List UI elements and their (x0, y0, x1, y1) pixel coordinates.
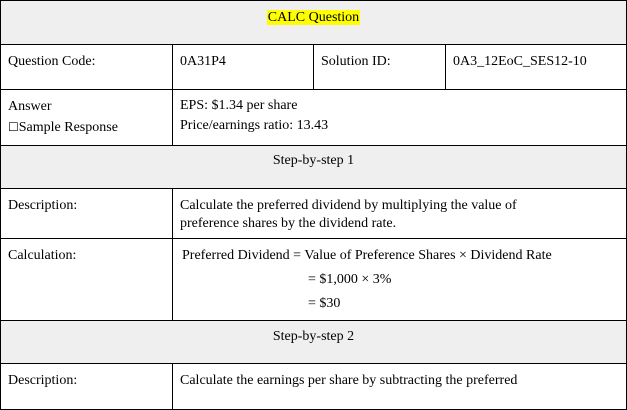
solution-id-value: 0A3_12EoC_SES12-10 (453, 54, 587, 69)
step2-description-label: Description: (8, 373, 78, 388)
sample-response-option[interactable]: ☐Sample Response (8, 118, 118, 137)
sample-response-label: Sample Response (18, 120, 118, 135)
step1-row (0, 145, 627, 188)
calc-line-3: = $30 (308, 296, 341, 311)
page-title-wrap: CALC Question (0, 9, 627, 27)
calc-line-2: = $1,000 × 3% (308, 272, 392, 287)
step1-calculation-label: Calculation: (8, 248, 77, 263)
question-code-label: Question Code: (8, 54, 96, 69)
checkbox-icon[interactable]: ☐ (8, 120, 19, 134)
step1-description-line1: Calculate the preferred dividend by mult… (180, 198, 517, 213)
calc-line-1: Preferred Dividend = Value of Preference… (182, 248, 552, 263)
answer-eps: EPS: $1.34 per share (180, 98, 298, 113)
page-title: CALC Question (266, 10, 361, 25)
answer-label: Answer (8, 99, 52, 114)
step1-description-label: Description: (8, 198, 78, 213)
solution-id-label: Solution ID: (321, 54, 391, 69)
answer-pe-ratio: Price/earnings ratio: 13.43 (180, 118, 329, 133)
step2-row (0, 320, 627, 363)
step1-title: Step-by-step 1 (272, 153, 355, 168)
step2-description-line1: Calculate the earnings per share by subt… (180, 373, 518, 388)
step2-title: Step-by-step 2 (272, 329, 355, 344)
step1-description-line2: preference shares by the dividend rate. (180, 216, 397, 231)
question-code-value: 0A31P4 (180, 54, 226, 69)
